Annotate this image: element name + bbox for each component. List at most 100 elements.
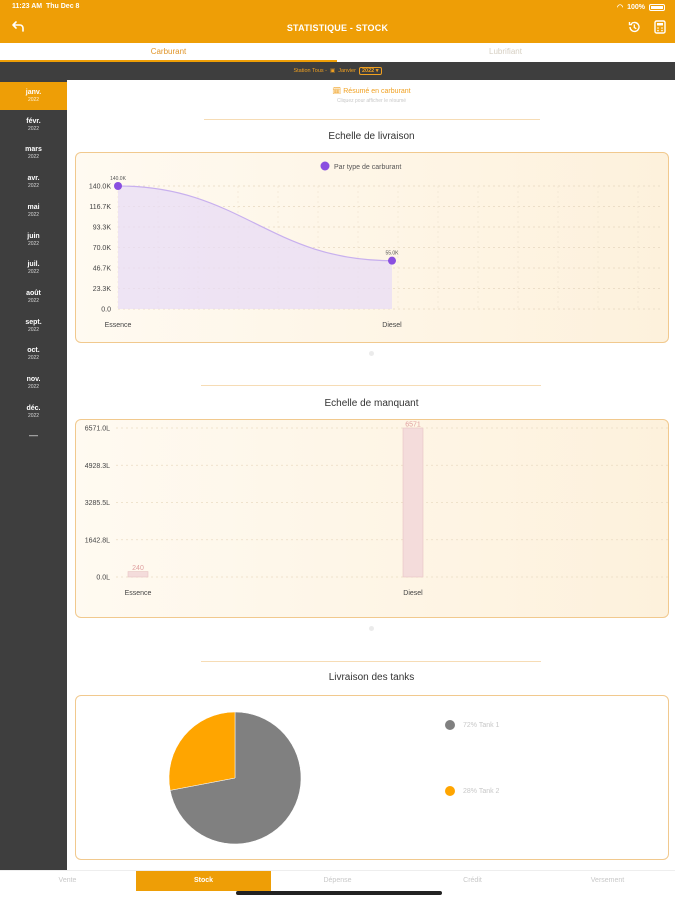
livraison-title: Echelle de livraison [328,131,415,142]
y-tick-label: 4928.3L [85,463,110,470]
month-item-8[interactable]: sept. 2022 [0,312,67,340]
tab-lubrifiant[interactable]: Lubrifiant [489,47,522,56]
month-year: 2022 [27,297,40,304]
year-selector[interactable]: 2022 ▾ [358,67,382,75]
y-tick-label: 1642.8L [85,537,110,544]
month-item-3[interactable]: avr. 2022 [0,168,67,196]
calculator-icon[interactable] [652,20,668,36]
y-tick-label: 23.3K [93,286,112,293]
y-tick-label: 0.0L [96,575,110,582]
data-label: 240 [132,565,144,572]
x-tick-label: Essence [125,590,152,597]
legend-dot [320,161,330,171]
month-filter[interactable]: Janvier [338,68,356,74]
legend-swatch [445,720,455,730]
nav-vente[interactable]: Vente [58,877,77,884]
month-year: 2022 [27,240,40,247]
divider [201,661,541,662]
station-filter[interactable]: Station Tous - [293,68,328,74]
legend-swatch [445,786,455,796]
status-time: 11:23 AM Thu Dec 8 [12,3,80,10]
bar [402,427,424,578]
month-sidebar: — janv. 2022 févr. 2022 mars 2022 avr. 2022 mai 2… [0,80,67,870]
tab-carburant[interactable]: Carburant [150,47,187,56]
month-year: 2022 [27,384,40,390]
data-point [388,256,396,265]
y-tick-label: 0.0 [101,307,111,314]
month-year: 2022 [27,154,40,161]
pie-slice [169,711,302,845]
month-item-2[interactable]: mars 2022 [0,139,67,167]
legend-tank-2: 28% Tank 2 [445,786,499,796]
battery-icon [649,3,665,11]
data-label: 140.0K [110,176,127,182]
series-area [118,186,392,309]
tanks-chart [168,711,302,845]
calendar-icon: ▣ [330,68,336,74]
month-year: 2022 [27,326,40,333]
history-icon[interactable] [626,20,642,36]
nav-depense[interactable]: Dépense [323,877,352,884]
x-tick-label: Diesel [403,590,423,597]
month-year: 2022 [27,355,40,362]
month-label: juil. [27,261,40,269]
home-indicator [236,891,442,895]
page-dot [369,626,374,631]
legend-label: Par type de carburant [334,164,401,171]
month-item-9[interactable]: oct. 2022 [0,340,67,368]
y-tick-label: 116.7K [89,204,111,211]
resume-link[interactable]: 🗓︎ Résumé en carburant [332,88,411,95]
active-tab-indicator [0,60,337,62]
tanks-title: Livraison des tanks [328,672,415,683]
nav-credit[interactable]: Crédit [463,877,482,884]
fuel-type-tabs: Carburant Lubrifiant [0,43,675,62]
month-label: mai [27,203,40,211]
legend-tank-1: 72% Tank 1 [445,720,499,730]
resume-hint: Cliquez pour afficher le résumé [336,98,407,104]
month-year: 2022 [27,269,40,276]
month-label: mars [25,146,42,154]
manquant-chart-card: 0.0L 1642.8L 3285.5L 4928.3L 6571.0L 240 Essen… [75,419,669,618]
pie-slice [168,711,236,791]
month-year: 2022 [27,183,40,190]
month-label: juin [27,232,40,240]
month-item-4[interactable]: mai 2022 [0,197,67,225]
month-item-6[interactable]: juil. 2022 [0,254,67,282]
month-item-0[interactable]: janv. 2022 [0,82,67,110]
month-label: janv. [25,89,42,96]
divider [204,119,540,120]
livraison-chart: Par type de carburant 0.0 23.3K 46.7K 70.0K 9… [89,161,662,329]
month-item-7[interactable]: août 2022 [0,283,67,311]
filter-bar: Station Tous - ▣ Janvier 2022 ▾ [0,62,675,80]
y-tick-label: 70.0K [93,245,112,252]
month-year: 2022 [27,211,40,218]
status-battery: ◠ 100% [617,3,665,11]
page-title: STATISTIQUE - STOCK [286,23,389,33]
month-item-1[interactable]: févr. 2022 [0,111,67,139]
legend-label: 72% Tank 1 [463,721,500,729]
calendar-icon: 🗓︎ [332,88,342,95]
bottom-nav: Vente Stock Dépense Crédit Versement [0,870,675,900]
main-content: 🗓︎ Résumé en carburant Cliquez pour affi… [68,80,675,870]
month-item-10[interactable]: nov. 2022 [0,369,67,397]
month-label: nov. [26,376,41,383]
nav-stock[interactable]: Stock [136,871,271,891]
month-label: sept. [25,318,42,326]
month-year: 2022 [27,125,40,132]
x-tick-label: Diesel [382,322,402,329]
back-arrow-icon[interactable] [10,20,26,36]
x-tick-label: Essence [105,322,132,329]
bar [127,571,149,578]
nav-versement[interactable]: Versement [590,877,625,884]
month-item-5[interactable]: juin 2022 [0,226,67,254]
y-tick-label: 140.0K [89,184,112,191]
month-label: févr. [26,117,41,125]
tanks-chart-card: 72% Tank 1 28% Tank 2 [75,695,669,860]
series-line [117,185,393,262]
month-label: avr. [27,175,40,183]
month-item-11[interactable]: déc. 2022 [0,398,67,426]
y-tick-label: 3285.5L [85,500,110,507]
data-point [114,182,122,190]
legend-label: 28% Tank 2 [463,787,500,795]
app-header: STATISTIQUE - STOCK [0,14,675,43]
